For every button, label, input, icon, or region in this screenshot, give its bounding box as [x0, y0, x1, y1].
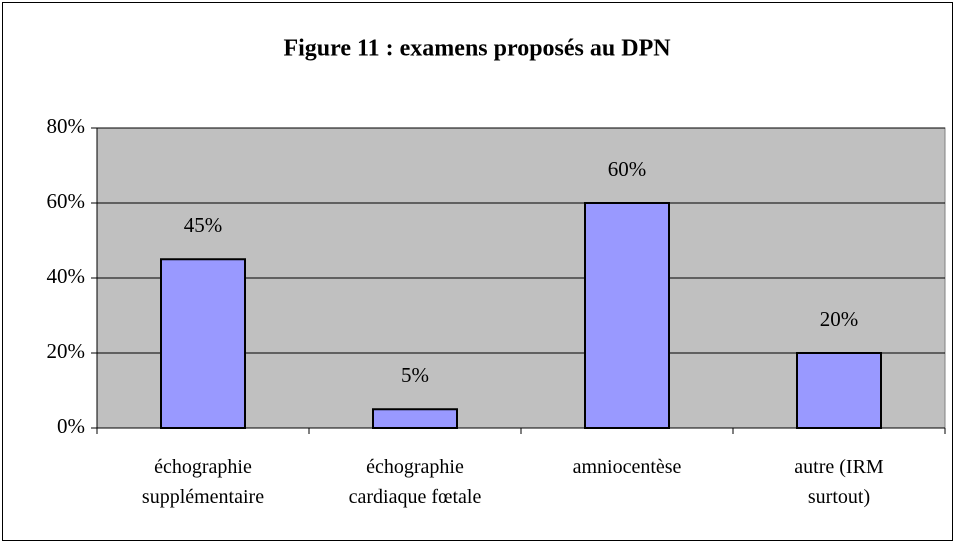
bar	[796, 352, 882, 429]
y-tick-label: 20%	[47, 339, 86, 363]
y-tick-label: 40%	[47, 264, 86, 288]
y-tick-label: 80%	[47, 114, 86, 138]
bar	[160, 258, 246, 429]
data-label: 5%	[401, 363, 429, 387]
data-label: 20%	[820, 307, 859, 331]
bar	[584, 202, 670, 429]
data-label: 45%	[184, 213, 223, 237]
y-tick-label: 60%	[47, 189, 86, 213]
x-tick-label: échographie supplémentaire	[141, 456, 265, 508]
data-label: 60%	[608, 157, 647, 181]
y-tick-label: 0%	[57, 414, 85, 438]
chart-title: Figure 11 : examens proposés au DPN	[283, 36, 671, 62]
x-tick-label: autre (IRM surtout)	[794, 456, 884, 508]
x-tick-label: échographie cardiaque fœtale	[348, 456, 482, 508]
x-tick-label: amniocentèse	[572, 456, 682, 478]
bar	[372, 408, 458, 429]
